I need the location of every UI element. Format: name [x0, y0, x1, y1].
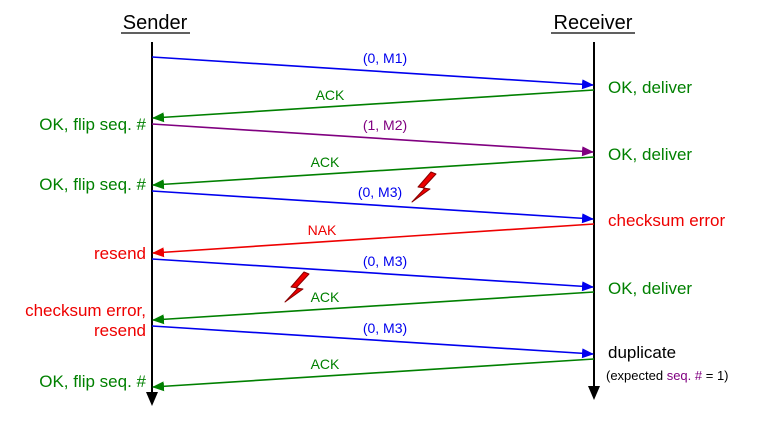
message-1-ack: ACK: [152, 87, 595, 123]
sender-note: resend: [94, 244, 146, 263]
message-2-data: (1, M2): [151, 117, 594, 157]
message-arrow: [152, 156, 595, 190]
message-arrow: [151, 190, 594, 224]
message-label: (1, M2): [363, 117, 407, 133]
message-9-ack: ACK: [152, 356, 595, 392]
message-3-ack: ACK: [152, 154, 595, 190]
message-arrow: [152, 89, 595, 123]
receiver-footnote: (expected seq. # = 1): [606, 368, 729, 383]
message-label: ACK: [311, 154, 340, 170]
message-7-ack: ACK: [152, 271, 595, 325]
message-8-data: (0, M3): [151, 320, 594, 359]
message-label: (0, M3): [363, 320, 407, 336]
sender-note: resend: [94, 321, 146, 340]
message-6-data: (0, M3): [151, 253, 594, 292]
receiver-note: checksum error: [608, 211, 725, 230]
sender-timeline-arrowhead: [146, 392, 158, 406]
message-arrow: [151, 56, 594, 90]
footnote-suffix: = 1): [702, 368, 728, 383]
message-arrow: [151, 258, 594, 292]
receiver-header: Receiver: [554, 12, 633, 34]
message-5-nak: NAK: [152, 222, 595, 258]
sender-note: OK, flip seq. #: [39, 175, 146, 194]
message-label: ACK: [311, 289, 340, 305]
message-4-data: (0, M3): [151, 171, 594, 224]
message-arrow: [151, 325, 594, 359]
sender-note: OK, flip seq. #: [39, 115, 146, 134]
message-label: ACK: [316, 87, 345, 103]
message-0-data: (0, M1): [151, 50, 594, 90]
corruption-bolt-icon: [411, 171, 437, 203]
footnote-seq-highlight: seq. #: [667, 368, 703, 383]
receiver-note: duplicate: [608, 343, 676, 362]
message-label: NAK: [308, 222, 337, 238]
message-label: (0, M3): [358, 184, 402, 200]
message-arrow: [151, 123, 594, 157]
message-label: ACK: [311, 356, 340, 372]
message-label: (0, M1): [363, 50, 407, 66]
message-label: (0, M3): [363, 253, 407, 269]
sender-note: OK, flip seq. #: [39, 372, 146, 391]
sender-header: Sender: [123, 12, 188, 34]
receiver-note: OK, deliver: [608, 279, 692, 298]
message-arrow: [152, 223, 595, 258]
message-arrow: [152, 358, 595, 392]
receiver-timeline-arrowhead: [588, 386, 600, 400]
message-arrow: [152, 291, 595, 325]
sender-note: checksum error,: [25, 301, 146, 320]
receiver-note: OK, deliver: [608, 145, 692, 164]
receiver-note: OK, deliver: [608, 78, 692, 97]
corruption-bolt-icon: [284, 271, 310, 303]
footnote-prefix: (expected: [606, 368, 667, 383]
